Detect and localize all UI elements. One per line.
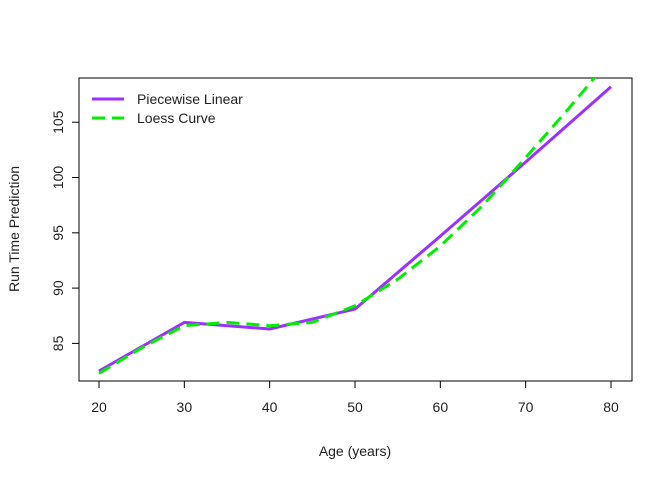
y-tick-label: 85 [50,335,66,351]
x-tick-label: 80 [603,399,619,415]
y-tick-label: 95 [50,225,66,241]
legend-label: Piecewise Linear [137,91,243,107]
y-tick-label: 105 [50,110,66,134]
y-axis-title: Run Time Prediction [6,166,22,292]
y-tick-label: 90 [50,280,66,296]
x-tick-label: 60 [433,399,449,415]
x-tick-label: 40 [262,399,278,415]
y-axis: 85 90 95 100 105 [50,110,80,351]
legend-label: Loess Curve [137,110,216,126]
series-line-loess-curve [98,78,597,375]
x-tick-label: 30 [177,399,193,415]
series-layer [98,78,612,375]
x-tick-label: 20 [91,399,107,415]
legend: Piecewise Linear Loess Curve [92,91,243,126]
y-tick-label: 100 [50,166,66,190]
x-tick-label: 70 [518,399,534,415]
x-axis-title: Age (years) [319,443,391,459]
x-tick-label: 50 [347,399,363,415]
series-line-piecewise-linear [98,85,612,373]
x-axis: 20 30 40 50 60 70 80 [91,380,619,415]
